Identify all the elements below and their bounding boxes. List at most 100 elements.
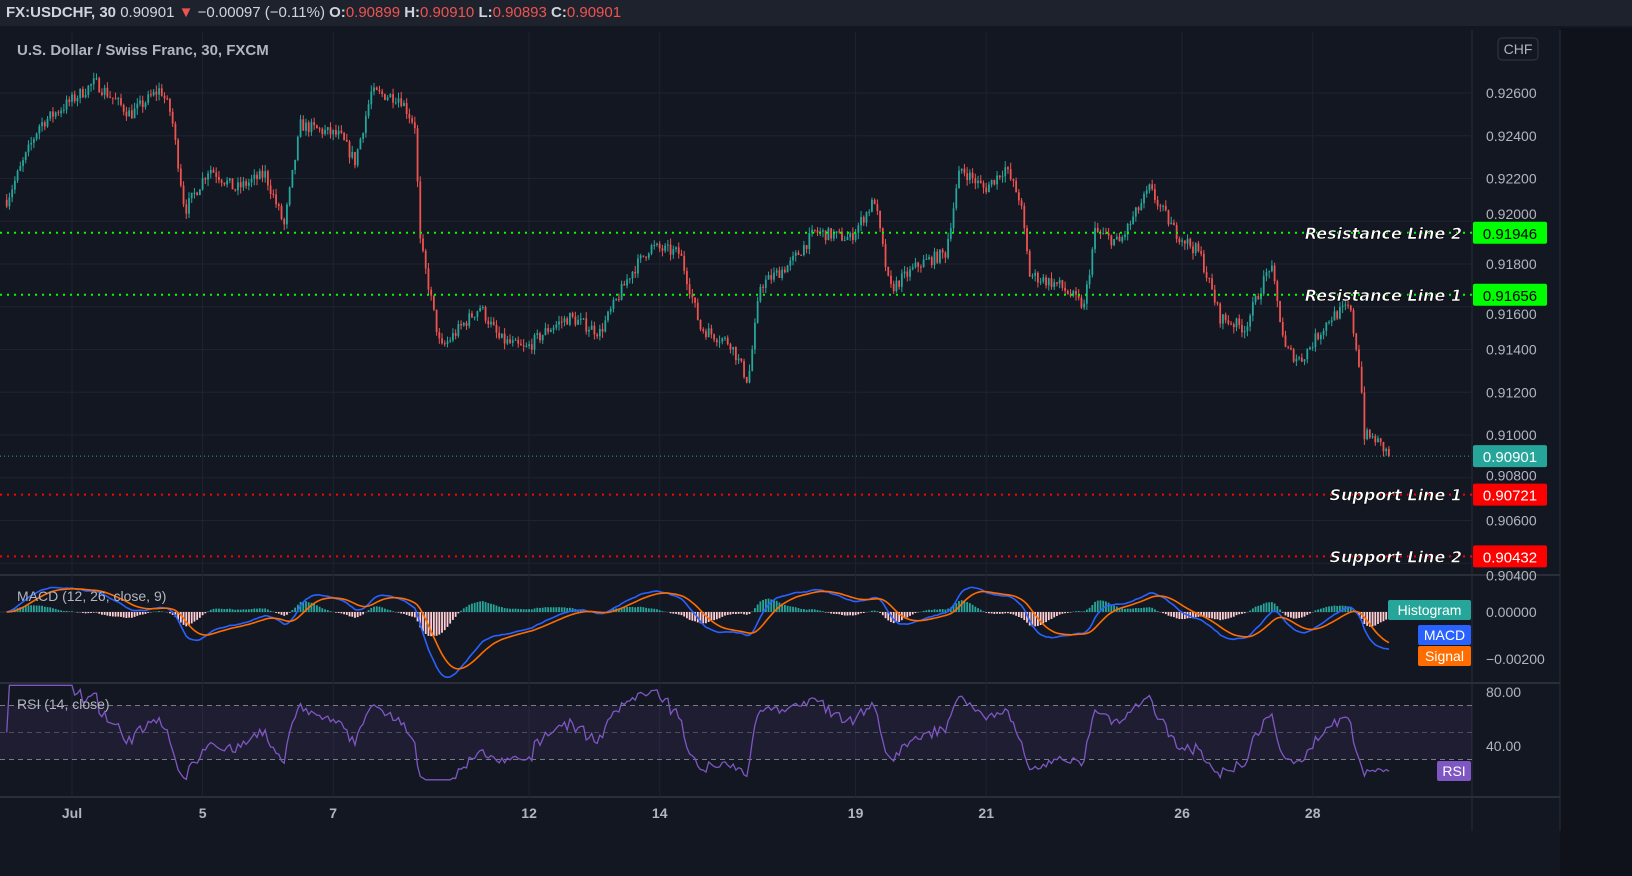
candle-body	[177, 139, 180, 169]
date-tick-label: 26	[1174, 805, 1190, 821]
resistance-price-badge	[1473, 283, 1547, 306]
histogram-bar	[628, 606, 631, 612]
histogram-bar	[1222, 612, 1224, 620]
candle-body	[1317, 333, 1320, 340]
symbol-name[interactable]: FX:USDCHF, 30	[6, 4, 117, 21]
histogram-bar	[694, 612, 696, 622]
histogram-bar	[1007, 612, 1009, 614]
candle-body	[775, 270, 778, 273]
rsi-tick-label: 80.00	[1486, 684, 1521, 700]
histogram-bar	[245, 609, 248, 612]
candle-body	[1243, 330, 1246, 333]
candle-body	[1219, 303, 1222, 324]
price-tick-label: 0.91000	[1486, 427, 1537, 443]
candle-body	[1053, 282, 1056, 288]
candle-body	[351, 151, 354, 158]
histogram-bar	[1162, 612, 1164, 614]
histogram-bar	[1238, 612, 1241, 615]
candle-body	[120, 98, 122, 105]
histogram-bar	[718, 612, 721, 619]
candle-body	[628, 278, 631, 280]
candle-body	[909, 269, 911, 277]
candle-body	[139, 100, 141, 104]
histogram-bar	[645, 607, 647, 612]
candle-body	[963, 168, 966, 174]
histogram-bar	[1121, 608, 1124, 612]
candle-body	[1328, 321, 1330, 323]
candle-body	[400, 98, 403, 107]
candle-body	[541, 334, 544, 341]
histogram-bar	[699, 612, 702, 624]
candle-body	[422, 238, 424, 251]
histogram-bar	[1374, 612, 1377, 626]
histogram-bar	[1134, 607, 1137, 612]
histogram-bar	[634, 607, 637, 612]
candle-body	[392, 94, 394, 103]
histogram-bar	[732, 612, 735, 614]
candle-body	[634, 271, 637, 274]
histogram-bar	[675, 612, 677, 614]
histogram-bar	[528, 609, 530, 612]
candle-body	[1124, 234, 1126, 238]
candle-body	[911, 267, 914, 270]
histogram-bar	[1358, 612, 1360, 616]
candle-body	[122, 104, 125, 112]
histogram-bar	[1061, 612, 1064, 614]
candle-body	[242, 181, 245, 188]
candle-body	[1091, 249, 1094, 275]
candle-body	[865, 212, 868, 223]
histogram-bar	[106, 612, 109, 616]
candle-body	[1075, 291, 1077, 295]
candle-body	[566, 318, 569, 325]
candle-body	[500, 333, 503, 338]
candle-body	[947, 238, 950, 258]
resistance-line-label: Resistance Line 2	[1305, 224, 1462, 243]
candle-body	[1374, 436, 1377, 443]
histogram-bar	[253, 608, 256, 612]
histogram-bar	[348, 612, 351, 617]
histogram-bar	[1300, 612, 1303, 618]
histogram-bar	[650, 608, 653, 612]
candle-body	[1281, 321, 1284, 336]
candle-body	[490, 321, 492, 325]
histogram-bar	[383, 608, 386, 612]
histogram-bar	[1216, 612, 1219, 620]
candle-body	[182, 185, 185, 205]
rsi-title[interactable]: RSI (14, close)	[17, 696, 110, 712]
histogram-bar	[544, 607, 547, 612]
candle-body	[767, 275, 770, 280]
candle-body	[1148, 184, 1151, 191]
candle-body	[1273, 265, 1276, 282]
candle-body	[479, 307, 482, 312]
histogram-bar	[993, 612, 996, 614]
histogram-bar	[1322, 607, 1325, 612]
histogram-bar	[672, 612, 675, 614]
candle-body	[914, 262, 917, 268]
histogram-bar	[979, 609, 982, 612]
candle-body	[555, 324, 558, 328]
histogram-bar	[977, 608, 979, 612]
candle-body	[707, 328, 710, 338]
histogram-bar	[770, 599, 773, 612]
candle-body	[1178, 239, 1181, 242]
candle-body	[343, 132, 345, 140]
histogram-bar	[128, 612, 131, 618]
price-chart[interactable]: Jul 5 7 12 14 19 21 26 28 0.92600 0.92400 0.92200 0.…	[0, 28, 1632, 876]
candle-body	[1066, 290, 1069, 294]
candle-body	[1330, 320, 1333, 322]
histogram-bar	[996, 612, 998, 614]
histogram-bar	[27, 605, 30, 612]
candle-body	[457, 324, 460, 336]
histogram-bar	[1200, 612, 1203, 617]
candle-body	[732, 347, 735, 350]
candle-body	[1306, 349, 1309, 360]
candle-body	[993, 179, 996, 185]
histogram-bar	[1325, 606, 1328, 612]
histogram-bar	[1140, 608, 1143, 612]
histogram-bar	[1202, 612, 1205, 618]
macd-title[interactable]: MACD (12, 26, close, 9)	[17, 588, 167, 604]
candle-body	[849, 233, 852, 238]
histogram-bar	[637, 606, 639, 612]
candle-body	[424, 250, 427, 269]
histogram-bar	[552, 607, 555, 612]
